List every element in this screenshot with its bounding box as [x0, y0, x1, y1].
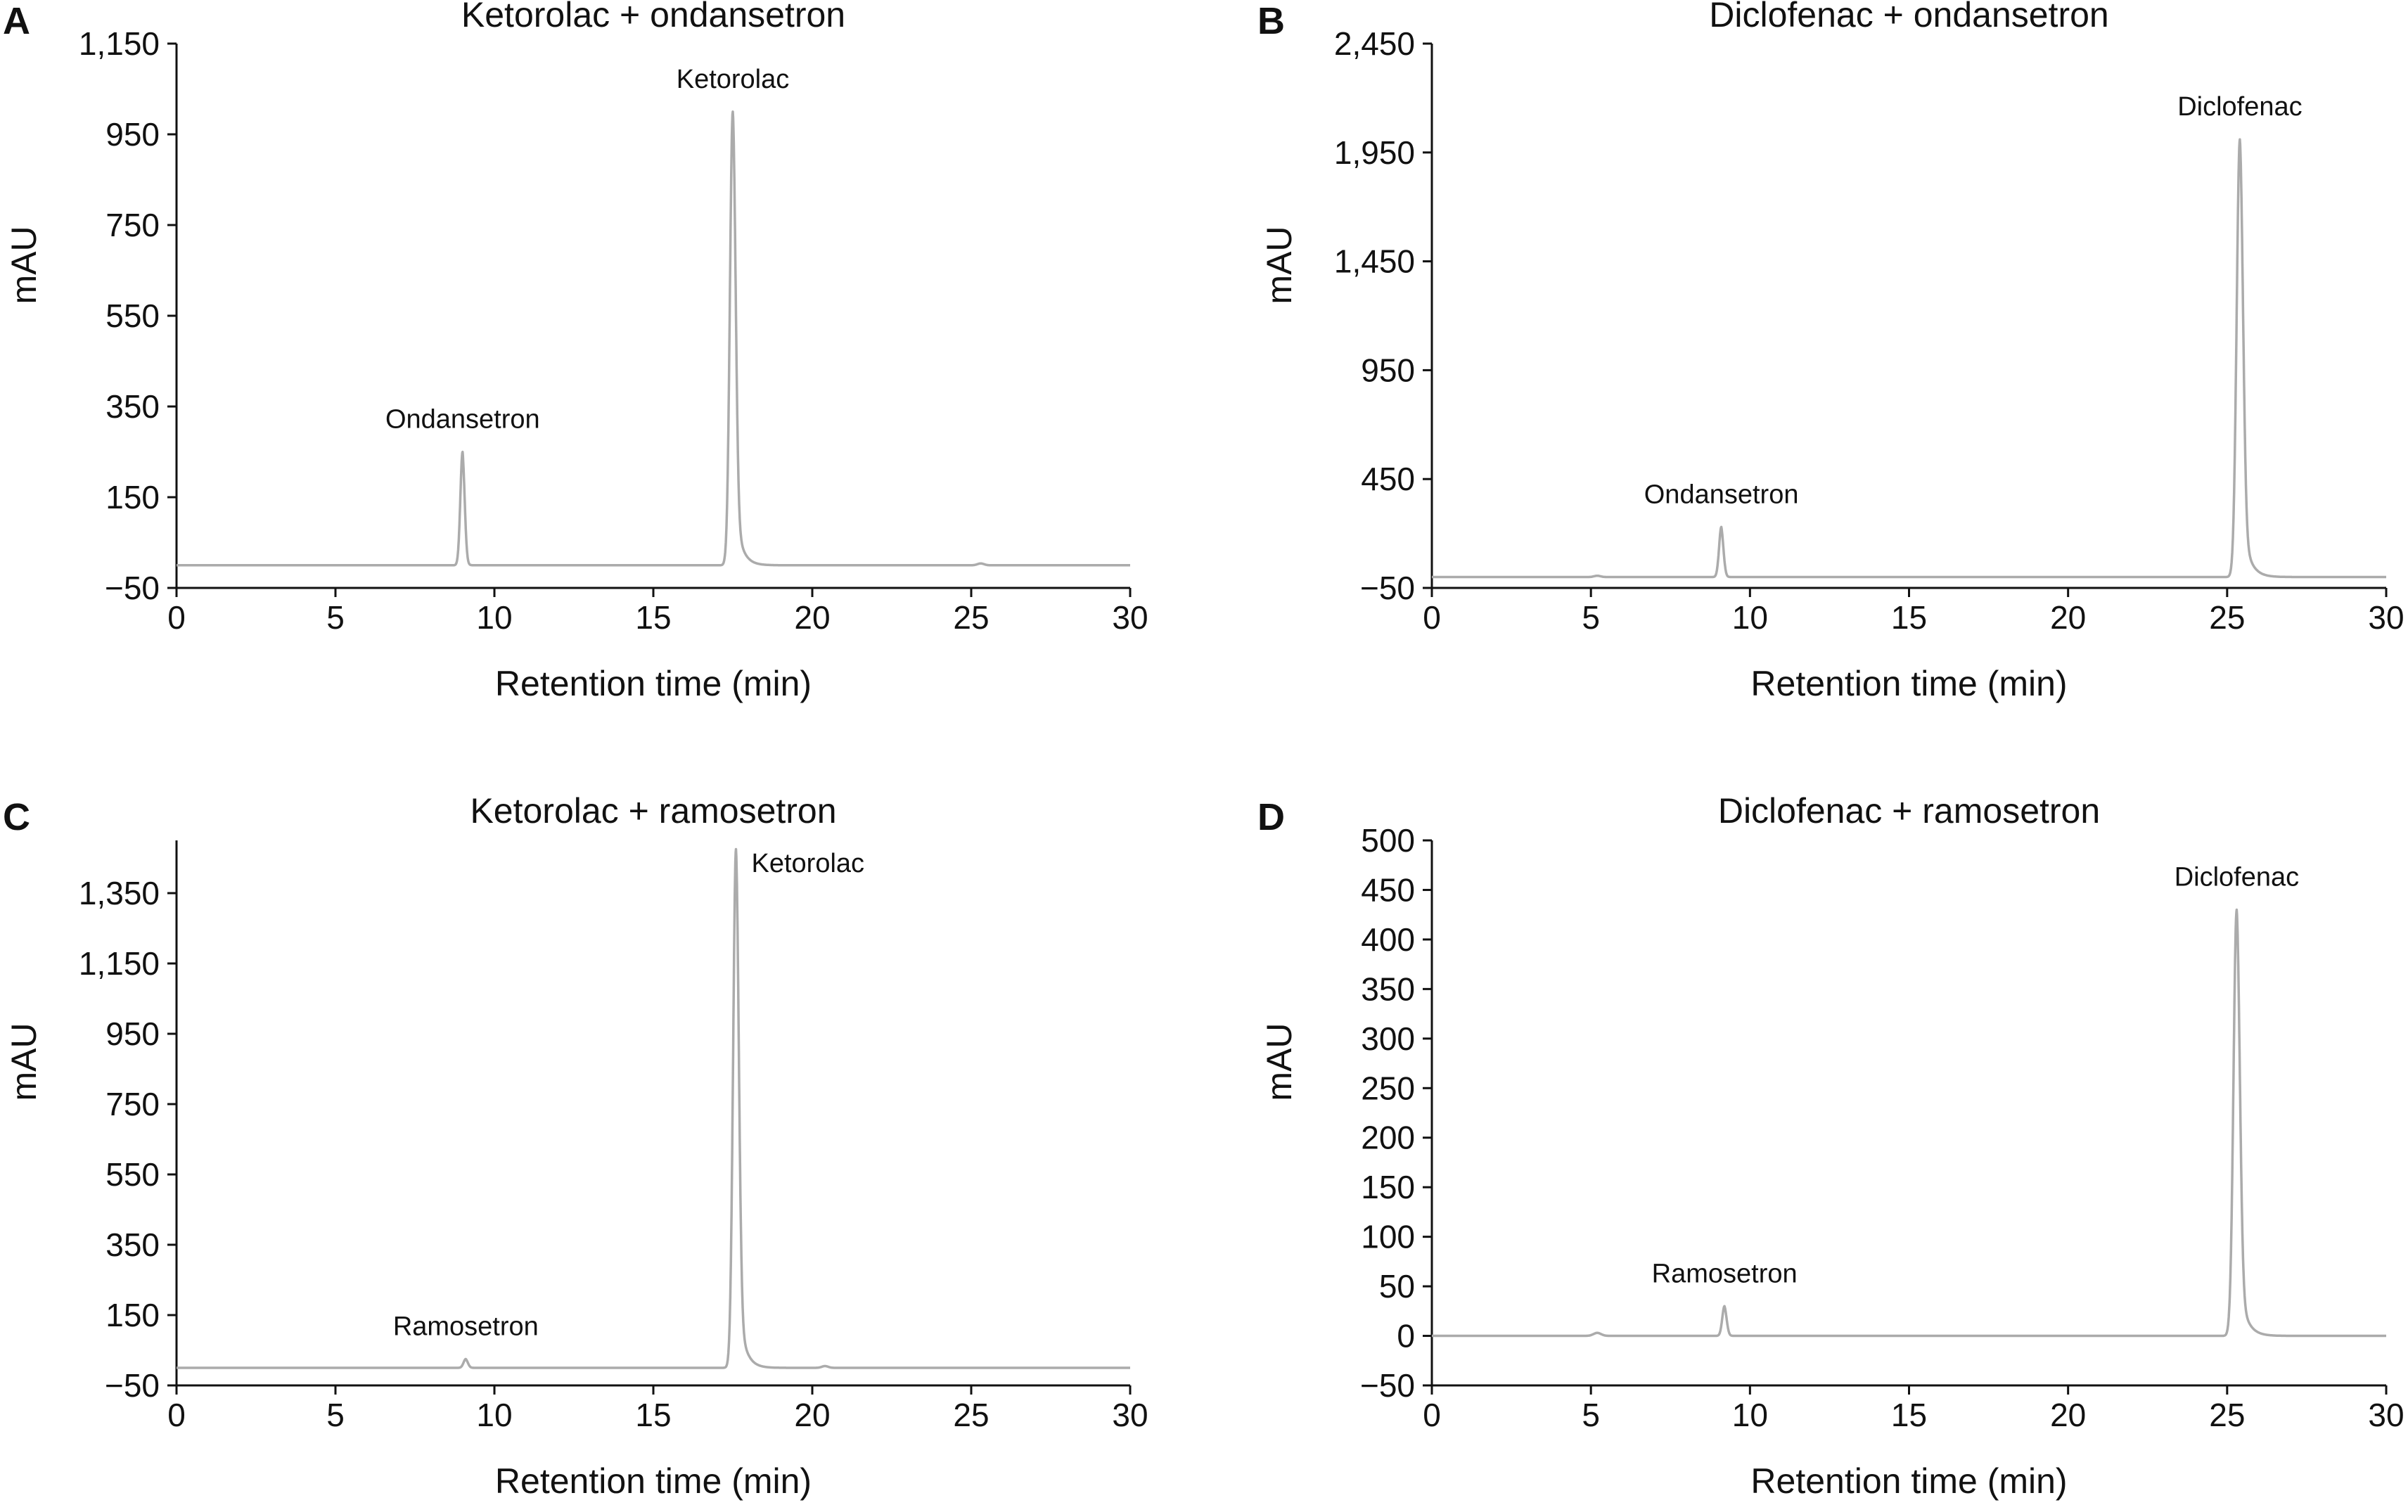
y-tick-label: 250	[1361, 1070, 1415, 1106]
x-tick-label: 0	[1423, 599, 1441, 636]
y-tick-label: 550	[105, 1156, 160, 1193]
y-tick-label: 1,150	[79, 945, 160, 982]
y-tick-label: −50	[1360, 1367, 1415, 1404]
x-axis-label: Retention time (min)	[495, 1461, 812, 1501]
x-tick-label: 30	[1112, 1397, 1148, 1433]
x-tick-label: 5	[326, 599, 345, 636]
x-tick-label: 10	[1732, 1397, 1768, 1433]
x-tick-label: 25	[953, 599, 989, 636]
peak-label-diclofenac: Diclofenac	[2177, 92, 2302, 122]
chromatogram-trace	[1430, 908, 2388, 1338]
peak-label-ondansetron: Ondansetron	[1644, 480, 1799, 509]
x-tick-label: 20	[794, 1397, 830, 1433]
x-tick-label: 15	[1891, 599, 1927, 636]
peak-label-ketorolac: Ketorolac	[752, 849, 865, 878]
y-tick-label: 150	[1361, 1169, 1415, 1205]
y-tick-label: 950	[105, 116, 160, 153]
chromatogram-trace	[175, 110, 1132, 567]
peak-label-ramosetron: Ramosetron	[393, 1312, 539, 1342]
y-tick-label: 450	[1361, 871, 1415, 908]
peak-label-ondansetron: Ondansetron	[385, 405, 540, 435]
peak-label-diclofenac: Diclofenac	[2175, 863, 2299, 892]
y-tick-label: 1,950	[1334, 134, 1415, 171]
y-tick-label: 950	[1361, 352, 1415, 388]
x-tick-label: 30	[2368, 599, 2404, 636]
panel-letter: C	[3, 796, 30, 838]
chromatogram-trace	[1430, 138, 2388, 579]
y-axis-label: mAU	[4, 1023, 44, 1101]
y-tick-label: 1,450	[1334, 243, 1415, 280]
chart-title: Ketorolac + ramosetron	[470, 791, 836, 831]
chromatogram-trace	[175, 847, 1132, 1369]
y-tick-label: 750	[105, 1086, 160, 1122]
panel-letter: D	[1257, 796, 1285, 838]
y-tick-label: 400	[1361, 921, 1415, 958]
x-tick-label: 15	[635, 1397, 671, 1433]
y-axis-label: mAU	[1260, 1023, 1299, 1101]
x-tick-label: 10	[476, 1397, 512, 1433]
x-axis-label: Retention time (min)	[1750, 1461, 2067, 1501]
panel-b: B Diclofenac + ondansetron −50 450 950 1,450 1…	[1257, 0, 2404, 703]
x-tick-label: 30	[2368, 1397, 2404, 1433]
x-tick-label: 20	[2050, 1397, 2086, 1433]
y-tick-label: 450	[1361, 461, 1415, 497]
y-tick-label: 150	[105, 479, 160, 515]
x-tick-label: 0	[1423, 1397, 1441, 1433]
x-axis-label: Retention time (min)	[495, 664, 812, 703]
y-tick-label: 500	[1361, 822, 1415, 859]
x-tick-label: 5	[1582, 599, 1600, 636]
chart-title: Diclofenac + ondansetron	[1709, 0, 2108, 34]
y-tick-label: 1,350	[79, 875, 160, 911]
y-tick-label: 1,150	[79, 25, 160, 62]
peak-label-ketorolac: Ketorolac	[677, 65, 790, 94]
y-tick-label: 950	[105, 1016, 160, 1052]
panel-a: A Ketorolac + ondansetron−501503505507509…	[3, 0, 1148, 703]
y-tick-label: −50	[1360, 570, 1415, 606]
x-tick-label: 0	[167, 599, 186, 636]
y-tick-label: 750	[105, 207, 160, 243]
y-tick-label: 550	[105, 297, 160, 334]
x-tick-label: 30	[1112, 599, 1148, 636]
y-tick-label: 350	[1361, 970, 1415, 1007]
y-tick-label: 50	[1379, 1268, 1415, 1305]
x-tick-label: 25	[953, 1397, 989, 1433]
x-tick-label: 15	[635, 599, 671, 636]
x-tick-label: 20	[2050, 599, 2086, 636]
y-tick-label: 100	[1361, 1219, 1415, 1255]
y-tick-label: 200	[1361, 1120, 1415, 1156]
panel-letter: B	[1257, 0, 1285, 42]
panel-d: D Diclofenac + ramosetron−500501001502002…	[1257, 791, 2404, 1501]
x-tick-label: 10	[1732, 599, 1768, 636]
y-tick-label: −50	[105, 570, 160, 606]
x-tick-label: 15	[1891, 1397, 1927, 1433]
y-tick-label: 150	[105, 1297, 160, 1333]
x-tick-label: 10	[476, 599, 512, 636]
y-tick-label: 2,450	[1334, 25, 1415, 62]
panel-c: C Ketorolac + ramosetron−5015035055075095…	[3, 791, 1148, 1501]
x-axis-label: Retention time (min)	[1750, 664, 2067, 703]
y-tick-label: −50	[105, 1367, 160, 1404]
chart-title: Ketorolac + ondansetron	[461, 0, 845, 34]
y-tick-label: 350	[105, 1226, 160, 1263]
y-axis-label: mAU	[1260, 226, 1299, 304]
peak-label-ramosetron: Ramosetron	[1652, 1259, 1798, 1288]
y-tick-label: 350	[105, 388, 160, 425]
y-tick-label: 300	[1361, 1020, 1415, 1057]
x-tick-label: 5	[326, 1397, 345, 1433]
y-tick-label: 0	[1397, 1318, 1415, 1354]
x-tick-label: 5	[1582, 1397, 1600, 1433]
x-tick-label: 25	[2209, 1397, 2245, 1433]
panel-letter: A	[3, 0, 30, 42]
x-tick-label: 20	[794, 599, 830, 636]
y-axis-label: mAU	[4, 226, 44, 304]
x-tick-label: 25	[2209, 599, 2245, 636]
x-tick-label: 0	[167, 1397, 186, 1433]
chart-title: Diclofenac + ramosetron	[1718, 791, 2100, 831]
